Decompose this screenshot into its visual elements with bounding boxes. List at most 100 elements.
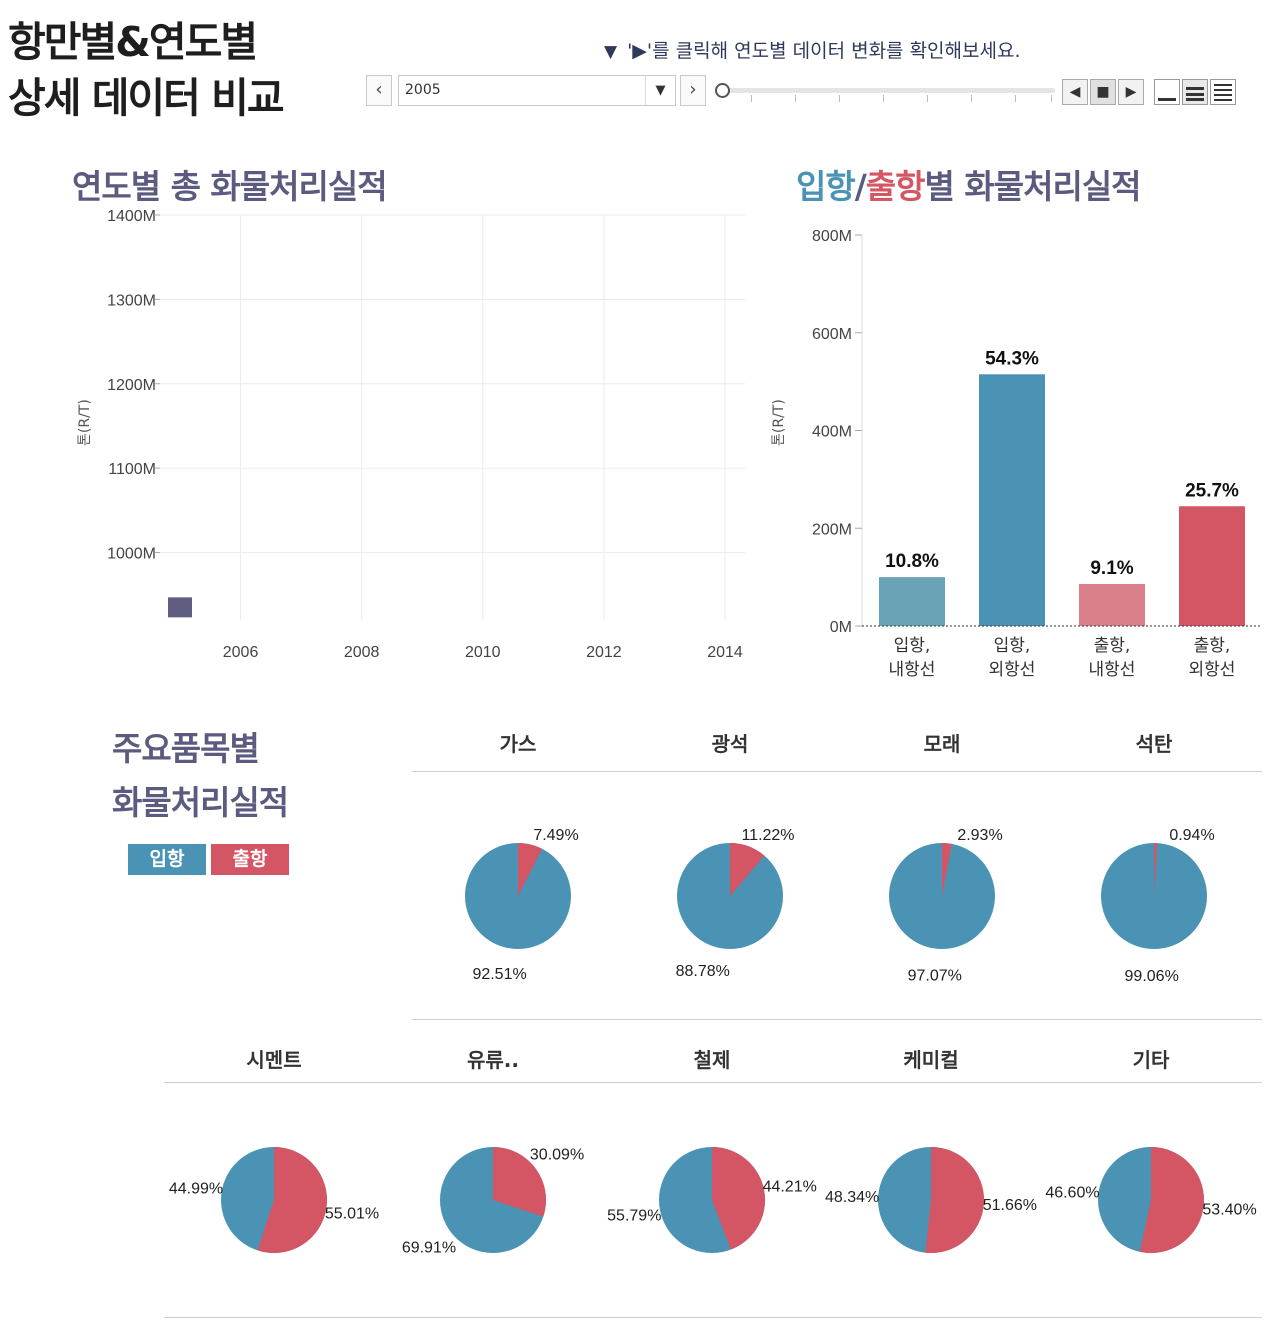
- in-out-title-inbound: 입항: [796, 167, 856, 206]
- category-header: 가스: [499, 732, 537, 756]
- pie-inbound-label: 48.34%: [825, 1189, 879, 1206]
- pie-slice-outbound: [518, 843, 543, 896]
- chevron-right-icon: ›: [689, 79, 697, 100]
- pie-outbound-label: 30.09%: [530, 1147, 584, 1164]
- pie-outbound-label: 7.49%: [533, 827, 578, 844]
- legend-inbound[interactable]: 입항: [128, 844, 206, 875]
- pie-slice-outbound: [257, 1147, 328, 1253]
- stop-icon: ■: [1096, 84, 1110, 100]
- row2-header-divider: [164, 1082, 1262, 1083]
- pie-outbound-label: 51.66%: [983, 1197, 1037, 1214]
- pie-inbound-label: 69.91%: [402, 1239, 456, 1256]
- year-dropdown[interactable]: 2005 ▼: [398, 75, 676, 106]
- pie-outbound-label: 53.40%: [1202, 1201, 1256, 1218]
- stop-button[interactable]: ■: [1090, 79, 1116, 105]
- y-tick-label: 200M: [812, 521, 852, 538]
- slider-tick: [751, 95, 752, 102]
- category-header: 철제: [693, 1048, 731, 1072]
- x-tick-label: 2014: [707, 644, 743, 661]
- pie-outbound-label: 2.93%: [957, 827, 1002, 844]
- total-cargo-title: 연도별 총 화물처리실적: [72, 167, 388, 206]
- category-header: 케미컬: [903, 1048, 959, 1072]
- pie-slice-outbound: [942, 843, 952, 896]
- bar: [979, 374, 1045, 626]
- category-header: 시멘트: [246, 1048, 302, 1072]
- x-category-label: 외항선: [989, 660, 1036, 680]
- y-tick-label: 1400M: [107, 208, 156, 225]
- caret-down-icon[interactable]: ▼: [645, 76, 675, 105]
- y-tick-label: 1000M: [107, 546, 156, 563]
- pie-outbound-label: 44.21%: [763, 1179, 817, 1196]
- year-slider-track[interactable]: [721, 88, 1055, 93]
- slider-tick: [795, 95, 796, 102]
- slider-tick: [971, 95, 972, 102]
- row2-bottom-divider: [164, 1317, 1262, 1318]
- speed-normal-button[interactable]: [1182, 79, 1208, 105]
- x-tick-label: 2012: [586, 644, 622, 661]
- page-title-line2: 상세 데이터 비교: [8, 74, 285, 122]
- next-year-button[interactable]: ›: [680, 75, 706, 106]
- play-forward-button[interactable]: ▶: [1118, 79, 1144, 105]
- in-out-title-sep: /: [854, 167, 867, 206]
- x-tick-label: 2010: [465, 644, 501, 661]
- play-hint: ▼ '▶'를 클릭해 연도별 데이터 변화를 확인해보세요.: [604, 36, 1021, 63]
- pie-inbound-label: 88.78%: [676, 963, 730, 980]
- category-header: 광석: [711, 732, 749, 756]
- previous-year-button[interactable]: ‹: [366, 75, 392, 106]
- play-hint-text: '▶'를 클릭해 연도별 데이터 변화를 확인해보세요.: [627, 40, 1021, 62]
- pie-inbound-label: 44.99%: [169, 1181, 223, 1198]
- speed-fast-button[interactable]: [1210, 79, 1236, 105]
- bar-value-label: 54.3%: [985, 348, 1039, 369]
- bar-value-label: 25.7%: [1185, 480, 1239, 501]
- pie-inbound-label: 97.07%: [908, 968, 962, 985]
- legend-outbound[interactable]: 출항: [211, 844, 289, 875]
- year-slider-thumb[interactable]: [715, 83, 730, 98]
- x-category-label: 입항,: [894, 636, 931, 656]
- page-title: 항만별&연도별 상세 데이터 비교: [8, 14, 285, 126]
- slider-tick: [839, 95, 840, 102]
- play-forward-icon: ▶: [1125, 84, 1137, 100]
- year-dropdown-value: 2005: [405, 82, 441, 98]
- x-tick-label: 2008: [344, 644, 380, 661]
- category-header: 석탄: [1135, 732, 1173, 756]
- y-tick-label: 800M: [812, 228, 852, 245]
- in-out-title-outbound: 출항: [865, 167, 926, 206]
- pie-slice-outbound: [925, 1147, 985, 1253]
- bar-value-label: 9.1%: [1090, 558, 1133, 579]
- chevron-left-icon: ‹: [375, 79, 383, 100]
- x-category-label: 내항선: [889, 660, 936, 680]
- in-out-cargo-title: 입항/출항별 화물처리실적: [796, 160, 1142, 208]
- speed-slow-icon: [1158, 98, 1176, 101]
- pie-slice-outbound: [730, 843, 765, 896]
- pie-outbound-label: 55.01%: [325, 1205, 379, 1222]
- in-out-cargo-chart: 0M 200M 400M 600M 800M 10.8% 입항, 내항선 54.3% 입항, 외항선…: [812, 228, 1262, 680]
- y-tick-label: 1200M: [107, 377, 156, 394]
- slider-tick: [927, 95, 928, 102]
- speed-slow-button[interactable]: [1154, 79, 1180, 105]
- slider-tick: [883, 95, 884, 102]
- pie-inbound-label: 92.51%: [472, 966, 526, 983]
- pie-inbound-label: 55.79%: [607, 1207, 661, 1224]
- play-backward-button[interactable]: ◀: [1062, 79, 1088, 105]
- total-cargo-chart: 1000M 1100M 1200M 1300M 1400M 2006 2008 2010 201…: [107, 208, 745, 661]
- pie-slice-outbound: [1154, 843, 1158, 896]
- pie-inbound-label: 99.06%: [1125, 968, 1179, 985]
- y-tick-label: 400M: [812, 424, 852, 441]
- y-tick-label: 600M: [812, 326, 852, 343]
- x-category-label: 출항,: [1094, 636, 1131, 656]
- bar: [1079, 583, 1145, 626]
- major-items-title: 주요품목별 화물처리실적: [112, 722, 289, 830]
- bar: [1179, 506, 1245, 626]
- major-items-title-line2: 화물처리실적: [112, 783, 289, 822]
- in-out-title-rest: 별 화물처리실적: [924, 167, 1142, 206]
- triangle-down-icon: ▼: [604, 42, 618, 62]
- slider-tick: [1051, 95, 1052, 102]
- page-title-line1: 항만별&연도별: [8, 18, 258, 66]
- play-backward-icon: ◀: [1069, 84, 1081, 100]
- y-tick-label: 1300M: [107, 292, 156, 309]
- x-category-label: 입항,: [994, 636, 1031, 656]
- pie-slice-outbound: [493, 1147, 546, 1217]
- row1-bottom-divider: [412, 1019, 1262, 1020]
- category-header: 모래: [923, 732, 961, 756]
- major-items-title-line1: 주요품목별: [112, 729, 260, 768]
